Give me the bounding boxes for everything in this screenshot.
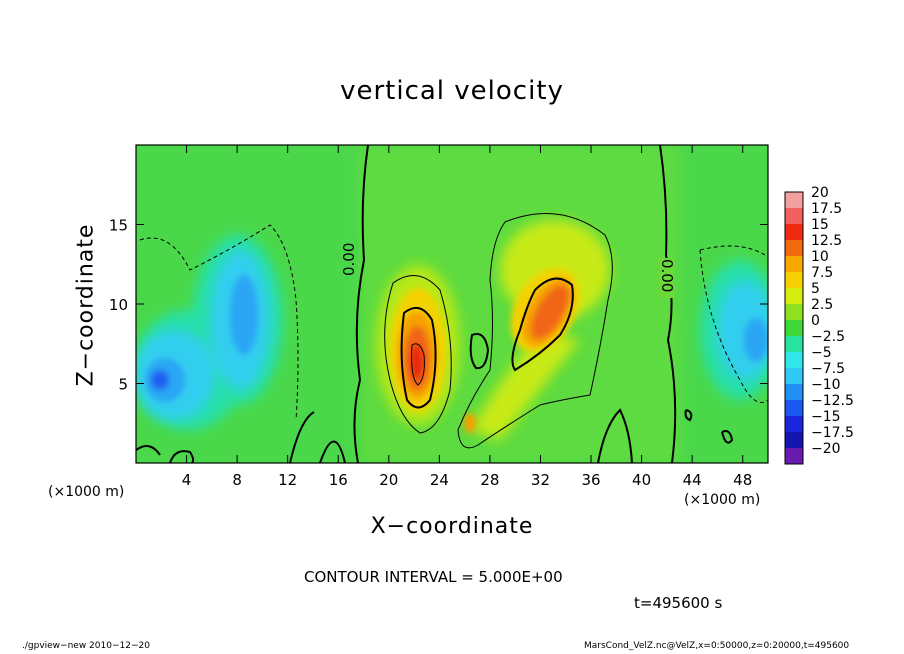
colorbar-swatch	[785, 304, 803, 321]
x-unit-label-left: (×1000 m)	[48, 484, 125, 500]
colorbar-label: −12.5	[811, 393, 854, 409]
colorbar: 2017.51512.5107.552.50−2.5−5−7.5−10−12.5…	[784, 185, 854, 465]
x-tick-label: 44	[683, 471, 702, 489]
y-tick-label: 15	[109, 217, 128, 235]
colorbar-swatch	[785, 352, 803, 369]
colorbar-swatch	[785, 288, 803, 305]
colorbar-swatch	[785, 448, 803, 465]
x-tick-label: 36	[581, 471, 600, 489]
colorbar-swatch	[785, 272, 803, 289]
footer-right: MarsCond_VelZ.nc@VelZ,x=0:50000,z=0:2000…	[584, 641, 850, 651]
x-tick-label: 24	[430, 471, 449, 489]
colorbar-swatch	[785, 224, 803, 241]
colorbar-label: −15	[811, 409, 841, 425]
chart-title: vertical velocity	[340, 76, 564, 106]
colorbar-swatch	[785, 368, 803, 385]
contour-label-right: 0.00	[658, 259, 676, 292]
colorbar-swatch	[785, 432, 803, 449]
colorbar-frame	[784, 191, 804, 465]
colorbar-label: −7.5	[811, 361, 845, 377]
colorbar-label: −20	[811, 441, 841, 457]
colorbar-label: 15	[811, 217, 829, 233]
colorbar-swatch	[785, 240, 803, 257]
x-tick-label: 28	[480, 471, 499, 489]
colorbar-swatch	[785, 400, 803, 417]
colorbar-swatch	[785, 336, 803, 353]
contour-labels: 0.00 0.00	[340, 238, 676, 298]
heatmap-field	[136, 145, 768, 463]
contour-lines	[136, 145, 768, 463]
colorbar-label: 17.5	[811, 201, 842, 217]
colorbar-label: 20	[811, 185, 829, 201]
footer-left: ./gpview−new 2010−12−20	[22, 641, 150, 651]
x-tick-label: 48	[733, 471, 752, 489]
colorbar-swatch	[785, 320, 803, 337]
colorbar-label: 5	[811, 281, 820, 297]
x-axis-label: X−coordinate	[370, 514, 534, 539]
colorbar-swatch	[785, 384, 803, 401]
contour-label-left: 0.00	[340, 243, 358, 276]
colorbar-label: −5	[811, 345, 832, 361]
x-unit-label-right: (×1000 m)	[684, 492, 761, 508]
colorbar-label: −17.5	[811, 425, 854, 441]
colorbar-label: 7.5	[811, 265, 833, 281]
colorbar-swatch	[785, 256, 803, 273]
x-tick-label: 8	[232, 471, 242, 489]
colorbar-label: 0	[811, 313, 820, 329]
colorbar-label: 12.5	[811, 233, 842, 249]
x-tick-label: 32	[531, 471, 550, 489]
colorbar-label: −10	[811, 377, 841, 393]
colorbar-label: 10	[811, 249, 829, 265]
colorbar-swatch	[785, 416, 803, 433]
colorbar-label: 2.5	[811, 297, 833, 313]
x-tick-label: 12	[278, 471, 297, 489]
contour-interval-text: CONTOUR INTERVAL = 5.000E+00	[304, 568, 563, 586]
x-tick-label: 20	[379, 471, 398, 489]
x-axis: 4 8 12 16 20 24 28 32 36 40 44 48	[182, 145, 752, 489]
x-tick-label: 16	[329, 471, 348, 489]
y-tick-label: 5	[118, 376, 128, 394]
colorbar-swatch	[785, 208, 803, 225]
time-label: t=495600 s	[634, 594, 723, 612]
colorbar-label: −2.5	[811, 329, 845, 345]
y-tick-label: 10	[109, 296, 128, 314]
y-axis: 5 10 15	[109, 217, 768, 394]
x-tick-label: 4	[182, 471, 192, 489]
x-tick-label: 40	[632, 471, 651, 489]
colorbar-swatch	[785, 192, 803, 209]
